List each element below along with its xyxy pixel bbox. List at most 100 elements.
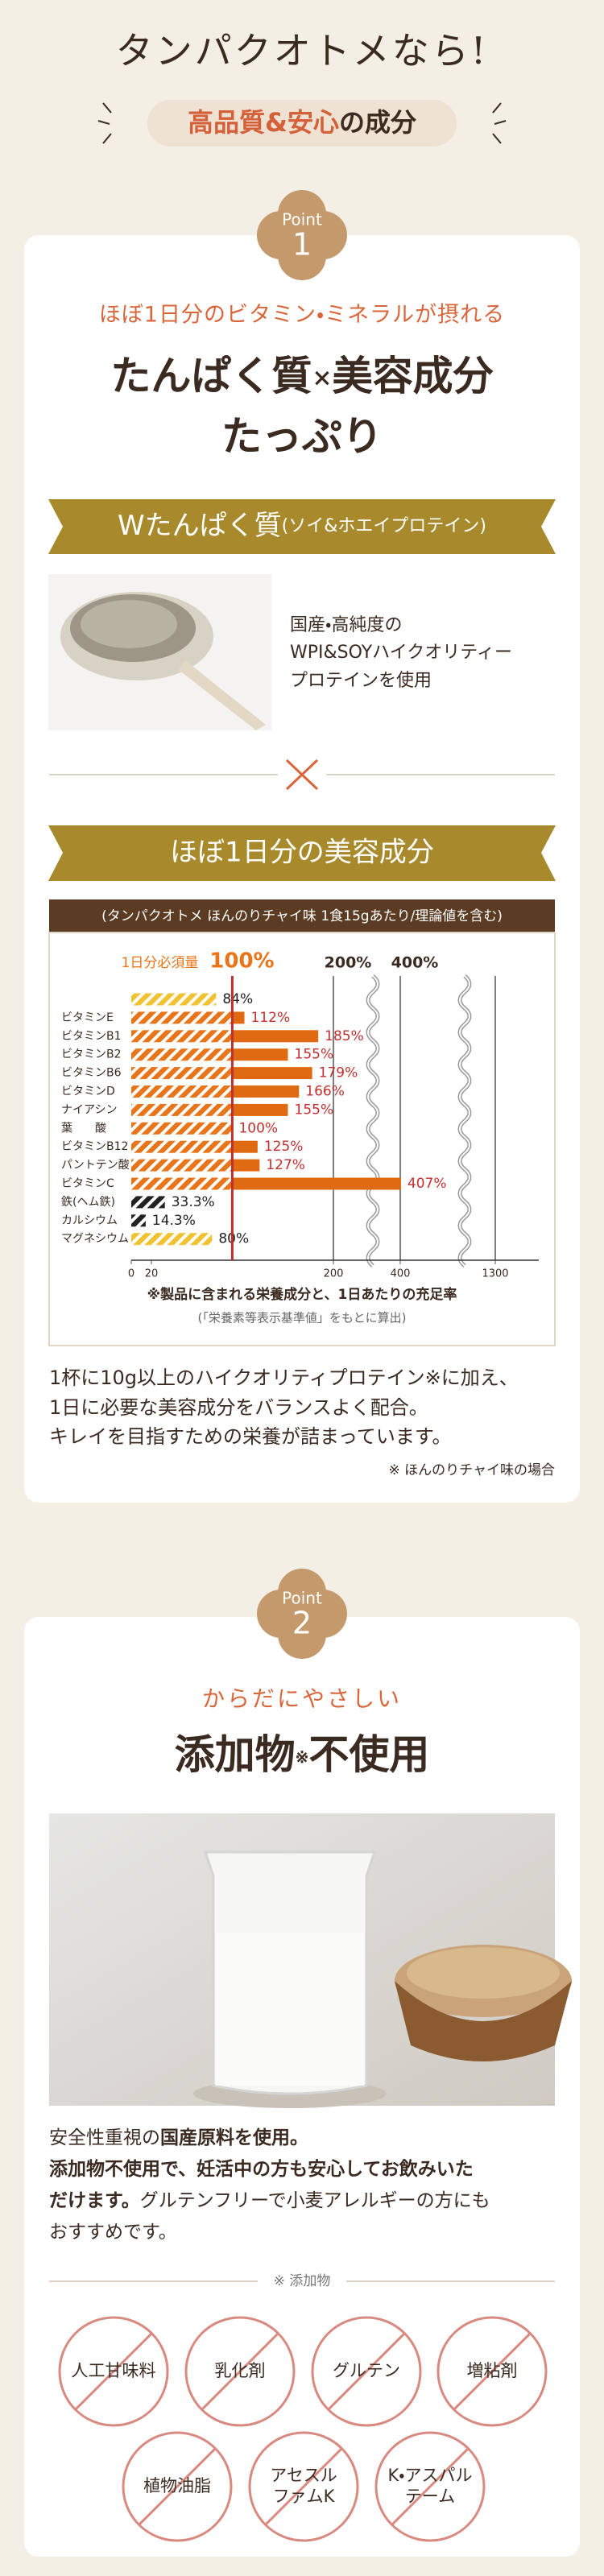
category-label: ビタミンB2 <box>61 1048 122 1061</box>
value-label: 14.3% <box>152 1213 196 1229</box>
paragraph: キレイを目指すための栄養が詰まっています。 <box>49 1425 451 1448</box>
category-label: 鉄(ヘム鉄) <box>61 1196 115 1209</box>
chart-note: (「栄養素等表示基準値」をもとに算出) <box>198 1311 407 1325</box>
top-label: 200% <box>325 954 372 972</box>
paragraph-span: グルテンフリーで小麦アレルギーの方にも <box>140 2190 490 2211</box>
reference-value-label: 100% <box>209 949 274 974</box>
chart-header-text: (タンパクオトメ ほんのりチャイ味 1食15gあたり/理論値を含む) <box>101 908 503 924</box>
category-label: ビタミンC <box>61 1177 114 1190</box>
ribbon <box>48 825 556 881</box>
ribbon-text: ほぼ1日分の美容成分 <box>170 837 434 869</box>
axis-break <box>367 975 379 1267</box>
category-label: パントテン酸 <box>61 1159 130 1172</box>
bar <box>232 1140 258 1153</box>
value-label: 166% <box>305 1084 345 1100</box>
bar <box>232 1159 260 1172</box>
additive-slash <box>201 2332 279 2411</box>
additive-slash <box>138 2447 217 2526</box>
bar <box>131 1122 233 1135</box>
additive-circle <box>436 2316 548 2427</box>
page-title: タンパクオトメなら! <box>116 29 489 72</box>
powder-photo <box>48 574 271 730</box>
paragraph-line: おすすめです。 <box>49 2222 177 2243</box>
category-label: ビタミンB12 <box>61 1140 128 1153</box>
ribbon <box>48 499 556 554</box>
value-label: 100% <box>238 1120 278 1136</box>
x-tick-label: 1300 <box>482 1268 508 1280</box>
bar <box>131 1214 146 1227</box>
badge-number: 1 <box>292 227 312 263</box>
bar <box>232 1011 245 1024</box>
additive-slash <box>453 2332 532 2411</box>
bar <box>232 1067 312 1080</box>
paragraph: 1日に必要な美容成分をバランスよく配合。 <box>49 1396 428 1419</box>
headline: たっぷり <box>221 412 383 460</box>
bar <box>131 1048 233 1061</box>
decoration <box>97 102 507 144</box>
subtitle-pill <box>147 100 457 147</box>
bar <box>131 1140 233 1153</box>
badge-number: 2 <box>292 1606 312 1641</box>
paragraph-span: おすすめです。 <box>49 2222 177 2243</box>
value-label: 84% <box>222 991 253 1007</box>
bar <box>232 1048 288 1061</box>
additive-circle <box>374 2431 486 2542</box>
value-label: 125% <box>264 1139 304 1155</box>
chart-header <box>49 899 555 932</box>
subtitle: 高品質&安心の成分 <box>188 107 417 138</box>
badge-label: Point <box>282 210 322 229</box>
bar <box>232 1177 401 1190</box>
bar <box>131 1085 233 1098</box>
additive-label: 乳化剤 <box>215 2361 266 2380</box>
category-label: ビタミンB1 <box>61 1030 122 1043</box>
bar <box>232 1103 288 1116</box>
category-label: ナイアシン <box>61 1103 117 1116</box>
category-label: カルシウム <box>61 1214 118 1227</box>
bar <box>131 1011 233 1024</box>
protein-text: WPI&SOYハイクオリティー <box>290 643 512 663</box>
badge-label: Point <box>282 1589 322 1608</box>
badge-shape <box>278 1590 326 1638</box>
value-label: 80% <box>218 1231 249 1247</box>
value-label: 155% <box>295 1102 334 1118</box>
additive-slash <box>391 2447 470 2526</box>
chart-note: ※製品に含まれる栄養成分と、1日あたりの充足率 <box>147 1286 457 1303</box>
bar <box>131 1159 233 1172</box>
protein-text: 国産・高純度の <box>290 615 402 635</box>
x-tick-label: 200 <box>324 1268 344 1280</box>
paragraph-line: だけます。グルテンフリーで小麦アレルギーの方にも <box>49 2190 490 2211</box>
bar <box>131 1030 233 1043</box>
lead: ほぼ1日分のビタミン・ミネラルが摂れる <box>99 303 505 328</box>
badge-shape <box>278 211 326 259</box>
value-label: 179% <box>319 1065 358 1081</box>
milk-photo <box>49 1813 572 2108</box>
headline: 添加物※不使用 <box>175 1730 430 1778</box>
additive-label: テーム <box>405 2487 455 2506</box>
ribbon-text: Wたんぱく質(ソイ&ホエイプロテイン) <box>118 510 486 542</box>
axis-break <box>459 975 470 1267</box>
additive-label: アセスル <box>270 2466 337 2485</box>
paragraph-line: 安全性重視の国産原料を使用。 <box>49 2127 308 2148</box>
bar <box>131 1103 233 1116</box>
paragraph-line: 添加物不使用で、妊活中の方も安心してお飲みいた <box>49 2158 474 2180</box>
top-label: 400% <box>391 954 439 972</box>
value-label: 407% <box>407 1176 447 1192</box>
additive-label: 植物油脂 <box>143 2476 211 2495</box>
category-label: マグネシウム <box>61 1233 129 1246</box>
headline: たんぱく質×美容成分 <box>110 352 494 399</box>
additive-label: ファムK <box>273 2487 336 2506</box>
additive-label: 人工甘味料 <box>72 2361 156 2380</box>
paragraph-span: 添加物不使用で、妊活中の方も安心してお飲みいた <box>49 2158 474 2180</box>
value-label: 33.3% <box>172 1194 215 1210</box>
additive-circle <box>184 2316 296 2427</box>
lead: からだにやさしい <box>202 1685 402 1712</box>
paragraph: 安全性重視の国産原料を使用。添加物不使用で、妊活中の方も安心してお飲みいただけま… <box>49 2127 490 2243</box>
paragraph: 1杯に10g以上のハイクオリティプロテイン※に加え、 <box>49 1367 519 1389</box>
category-label: ビタミンE <box>61 1011 114 1024</box>
additive-circle <box>122 2431 233 2542</box>
bar <box>131 1233 213 1246</box>
bar <box>232 1030 319 1043</box>
